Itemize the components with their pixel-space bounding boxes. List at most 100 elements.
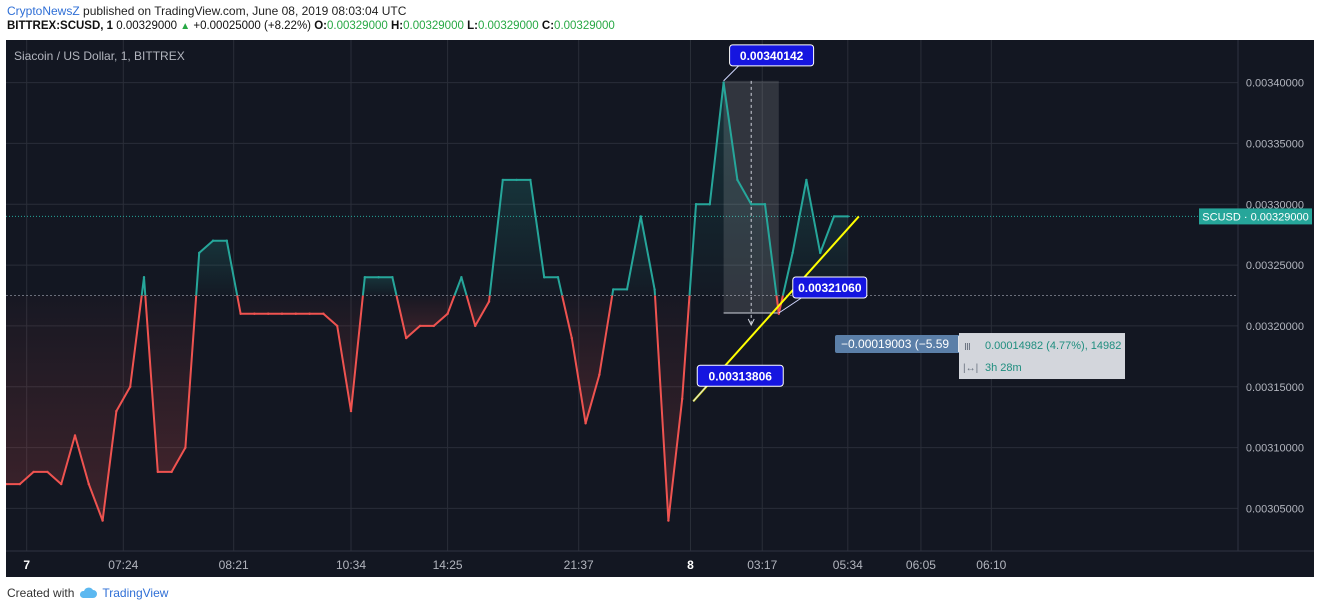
area-below-baseline <box>466 295 490 326</box>
data-point <box>336 324 339 328</box>
publish-header: CryptoNewsZ published on TradingView.com… <box>7 4 406 18</box>
data-point <box>763 203 767 206</box>
time-tick-label: 07:24 <box>108 558 138 572</box>
data-point <box>184 446 187 449</box>
data-point <box>722 81 725 84</box>
data-point <box>446 312 449 315</box>
data-point <box>60 482 63 486</box>
callout-pointer <box>692 384 708 402</box>
data-point <box>667 519 670 522</box>
data-point <box>73 434 77 437</box>
ohlc-bar: BITTREX:SCUSD, 1 0.00329000 ▲ +0.0002500… <box>7 20 615 32</box>
high-value: 0.00329000 <box>403 20 464 32</box>
data-point <box>115 409 118 413</box>
bars-icon: Ⅲ <box>964 342 971 353</box>
data-point <box>87 482 91 486</box>
info-box <box>959 333 1125 380</box>
price-axis[interactable]: 0.00305000 0.00310000 0.00315000 0.00320000… <box>1199 40 1312 551</box>
price-tick-label: 0.00335000 <box>1246 138 1304 150</box>
low-value: 0.00329000 <box>477 20 539 32</box>
data-point <box>474 324 477 328</box>
data-point <box>846 215 849 218</box>
open-label: O: <box>314 20 327 32</box>
area-above-baseline <box>196 240 238 296</box>
time-tick-label: 06:05 <box>906 558 936 572</box>
current-price-label: SCUSD · 0.00329000 <box>1202 211 1308 223</box>
callout-box <box>729 44 815 67</box>
footer: Created with TradingView <box>7 586 168 600</box>
callout-label: 0.00321060 <box>798 281 862 295</box>
time-axis[interactable]: 7 07:24 08:21 10:34 14:25 21:37 8 03:17 05:34 06:… <box>6 550 1314 572</box>
data-point <box>239 312 242 315</box>
info-line-2: 3h 28m <box>985 362 1022 374</box>
price-series <box>6 81 849 522</box>
data-point <box>460 276 463 279</box>
data-point <box>32 470 35 474</box>
data-point <box>598 373 601 376</box>
area-below-baseline <box>562 295 613 424</box>
measure-tool[interactable]: −0.00019003 (−5.593Ⅲ0.00014982 (4.77%), … <box>723 80 1125 380</box>
data-point <box>198 251 201 255</box>
time-tick-label: 05:34 <box>833 558 863 572</box>
data-point <box>129 385 132 388</box>
area-below-baseline <box>655 295 690 521</box>
data-point <box>612 288 615 291</box>
area-fills <box>6 82 848 521</box>
series-line-down <box>395 295 456 340</box>
area-below-baseline <box>396 295 455 339</box>
data-point <box>653 288 656 291</box>
time-tick-label: 7 <box>23 558 30 572</box>
area-above-baseline <box>489 179 563 296</box>
time-tick-label: 10:34 <box>336 558 366 572</box>
data-point <box>156 470 159 474</box>
price-tick-label: 0.00340000 <box>1246 78 1304 90</box>
data-point <box>211 239 215 242</box>
area-below-baseline <box>6 295 142 521</box>
up-arrow-icon: ▲ <box>180 21 191 32</box>
price-tick-label: 0.00330000 <box>1246 199 1304 211</box>
data-point <box>418 324 422 328</box>
change-value: +0.00025000 (+8.22%) <box>193 20 312 32</box>
last-price: 0.00329000 <box>116 20 178 32</box>
time-tick-label: 8 <box>687 558 694 572</box>
data-point <box>694 203 698 206</box>
data-point <box>142 276 146 279</box>
time-tick-label: 21:37 <box>564 558 594 572</box>
data-point <box>280 312 284 315</box>
callout-pointer <box>723 64 740 82</box>
data-point <box>363 276 366 279</box>
data-point <box>584 422 587 425</box>
chart-container[interactable]: −0.00019003 (−5.593Ⅲ0.00014982 (4.77%), … <box>6 40 1314 577</box>
data-point <box>570 336 573 340</box>
measure-label-box <box>835 335 978 354</box>
low-label: L: <box>467 20 478 32</box>
close-label: C: <box>541 20 555 32</box>
series-line-down <box>654 295 691 522</box>
data-point <box>18 482 21 486</box>
time-tick-label: 03:17 <box>747 558 777 572</box>
time-tick-label: 08:21 <box>219 558 249 572</box>
price-tick-label: 0.00320000 <box>1246 321 1304 333</box>
area-below-baseline <box>145 295 197 472</box>
price-callouts: 0.00340142 0.00321060 0.00313806 <box>692 44 868 402</box>
data-point <box>322 312 325 315</box>
series-line-up <box>781 178 848 296</box>
price-tick-label: 0.00315000 <box>1246 382 1304 394</box>
chart-title: Siacoin / US Dollar, 1, BITTREX <box>14 49 185 63</box>
data-point <box>543 276 546 279</box>
time-tick-label: 14:25 <box>433 558 463 572</box>
data-point <box>170 470 173 474</box>
tradingview-logo-icon <box>80 587 98 598</box>
tradingview-link[interactable]: TradingView <box>102 586 169 600</box>
price-chart[interactable]: −0.00019003 (−5.593Ⅲ0.00014982 (4.77%), … <box>6 40 1314 577</box>
data-point <box>432 324 435 328</box>
series-line-up <box>688 81 778 296</box>
data-point <box>832 215 836 218</box>
data-point <box>391 276 394 279</box>
measure-label: −0.00019003 (−5.59 <box>841 337 949 351</box>
measure-arrow-icon <box>747 318 755 327</box>
area-above-baseline <box>689 82 777 296</box>
author-link[interactable]: CryptoNewsZ <box>7 4 80 18</box>
callout-label: 0.00313806 <box>709 369 773 383</box>
data-point <box>791 251 794 255</box>
